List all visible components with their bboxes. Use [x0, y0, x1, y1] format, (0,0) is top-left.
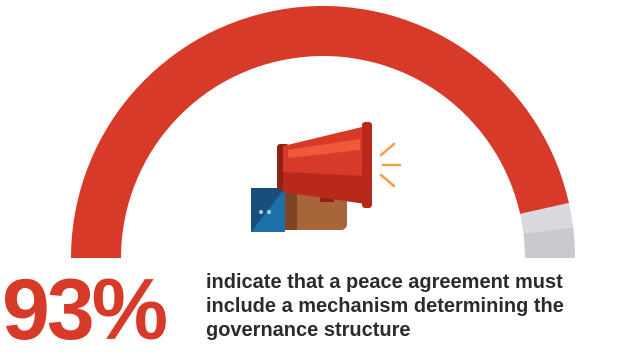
- sleeve-button: [259, 210, 263, 214]
- sound-ray: [379, 142, 396, 157]
- sleeve-button: [267, 210, 271, 214]
- hand-shade: [285, 190, 297, 230]
- caption-line: include a mechanism determining the: [206, 295, 564, 317]
- megaphone-rim: [362, 122, 372, 208]
- caption-line: indicate that a peace agreement must: [206, 271, 563, 293]
- caption-text: indicate that a peace agreement must inc…: [206, 270, 618, 342]
- caption-line: governance structure: [206, 319, 411, 341]
- sound-ray: [379, 173, 396, 188]
- megaphone-icon: [251, 122, 402, 232]
- sleeve-shade: [251, 188, 285, 232]
- gauge-filled-arc: [71, 5, 569, 258]
- megaphone-horn-shade: [283, 172, 366, 204]
- gauge-remaining-shade: [523, 227, 575, 258]
- megaphone-horn-highlight: [288, 139, 360, 158]
- percentage-value: 93%: [2, 262, 168, 358]
